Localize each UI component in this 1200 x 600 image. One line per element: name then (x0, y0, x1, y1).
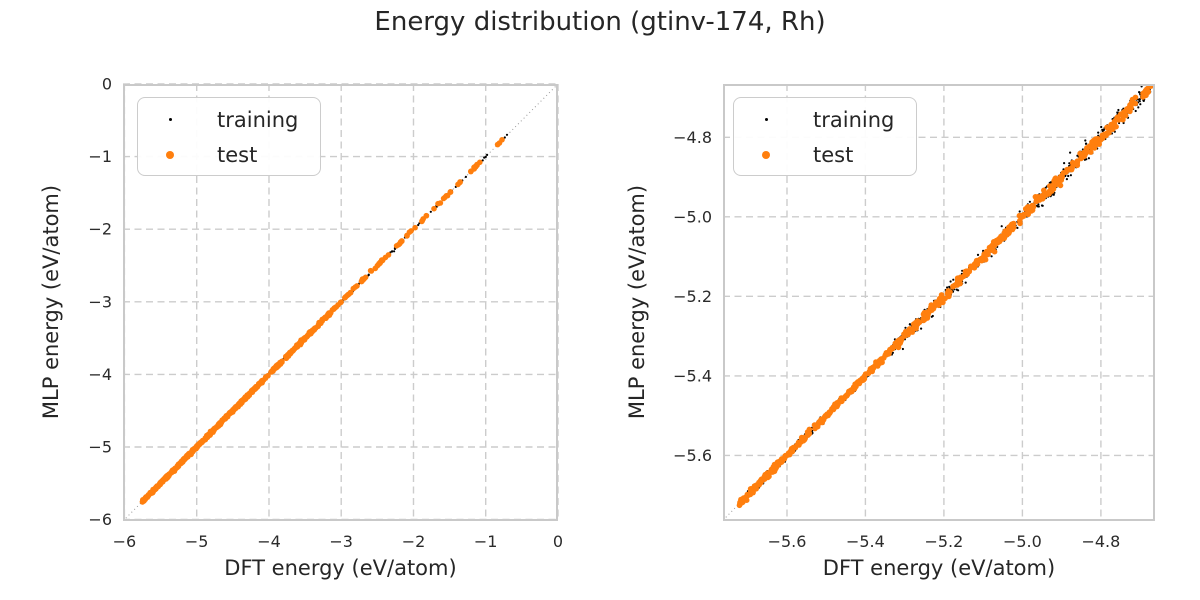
y-tick-label: −5.4 (673, 366, 712, 385)
y-axis-label-right: MLP energy (eV/atom) (625, 184, 649, 420)
legend-label-test: test (217, 142, 258, 167)
x-tick-label: −5.4 (846, 532, 885, 551)
x-tick-label: −5 (185, 532, 209, 551)
y-tick-label: −6 (88, 510, 112, 529)
y-tick-label: −5 (88, 438, 112, 457)
legend-item-training: training (734, 102, 916, 137)
x-tick-label: −4 (257, 532, 281, 551)
training-marker-icon (759, 118, 773, 121)
y-tick-label: −5.0 (673, 207, 712, 226)
legend-item-test: test (734, 137, 916, 172)
test-marker-icon (163, 150, 177, 159)
scatter-series-test (736, 84, 1154, 509)
x-tick-label: 0 (553, 532, 563, 551)
legend-left: training test (137, 97, 321, 176)
x-tick-label: −3 (329, 532, 353, 551)
y-tick-label: −5.2 (673, 287, 712, 306)
legend-label-training: training (813, 107, 895, 132)
scatter-series-test (139, 137, 505, 505)
legend-item-test: test (138, 137, 320, 172)
legend-item-training: training (138, 102, 320, 137)
x-tick-label: −5.2 (924, 532, 963, 551)
y-tick-label: −4.8 (673, 128, 712, 147)
figure-title: Energy distribution (gtinv-174, Rh) (374, 7, 826, 37)
legend-label-test: test (813, 142, 854, 167)
y-axis-label-left: MLP energy (eV/atom) (39, 184, 63, 420)
x-axis-label-right: DFT energy (eV/atom) (822, 556, 1056, 580)
y-tick-label: −3 (88, 292, 112, 311)
x-tick-label: −2 (402, 532, 426, 551)
legend-label-training: training (217, 107, 299, 132)
legend-right: training test (733, 97, 917, 176)
axes-spines (123, 84, 558, 521)
x-tick-label: −5.6 (768, 532, 807, 551)
plot-area-left: −6 −5 −4 −3 −2 −1 0 0 −1 −2 −3 −4 −5 −6 (88, 75, 563, 552)
x-tick-label: −1 (474, 532, 498, 551)
y-tick-label: −5.6 (673, 446, 712, 465)
y-tick-label: −2 (88, 220, 112, 239)
y-tick-label: −1 (88, 147, 112, 166)
y-tick-label: −4 (88, 365, 112, 384)
x-axis-label-left: DFT energy (eV/atom) (224, 556, 457, 580)
training-marker-icon (163, 118, 177, 121)
x-tick-label: −4.8 (1081, 532, 1120, 551)
x-tick-label: −5.0 (1003, 532, 1042, 551)
x-tick-label: −6 (113, 532, 137, 551)
y-tick-label: 0 (102, 75, 112, 94)
axes-spines (723, 84, 1155, 521)
test-marker-icon (759, 150, 773, 159)
plot-area-right: −5.6 −5.4 −5.2 −5.0 −4.8 −4.8 −5.0 −5.2 −5.4 −5.6 (673, 84, 1155, 551)
